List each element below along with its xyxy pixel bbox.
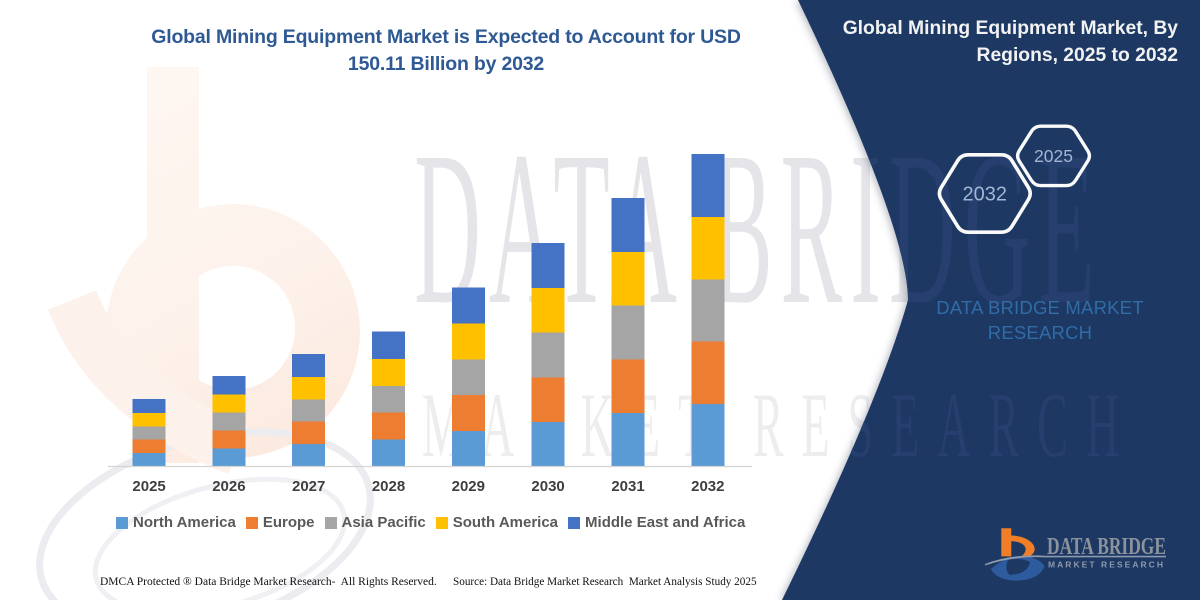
svg-text:2025: 2025	[132, 478, 165, 495]
svg-text:2031: 2031	[611, 478, 644, 495]
svg-text:2029: 2029	[452, 478, 485, 495]
svg-text:2032: 2032	[691, 478, 724, 495]
svg-text:2030: 2030	[531, 478, 564, 495]
svg-text:MARKET RESEARCH: MARKET RESEARCH	[1048, 560, 1163, 570]
svg-text:DATA BRIDGE: DATA BRIDGE	[1047, 534, 1166, 560]
svg-text:2027: 2027	[292, 478, 325, 495]
svg-text:2025: 2025	[1034, 146, 1073, 166]
svg-text:2028: 2028	[372, 478, 405, 495]
svg-text:2032: 2032	[963, 184, 1008, 206]
svg-text:2026: 2026	[212, 478, 245, 495]
